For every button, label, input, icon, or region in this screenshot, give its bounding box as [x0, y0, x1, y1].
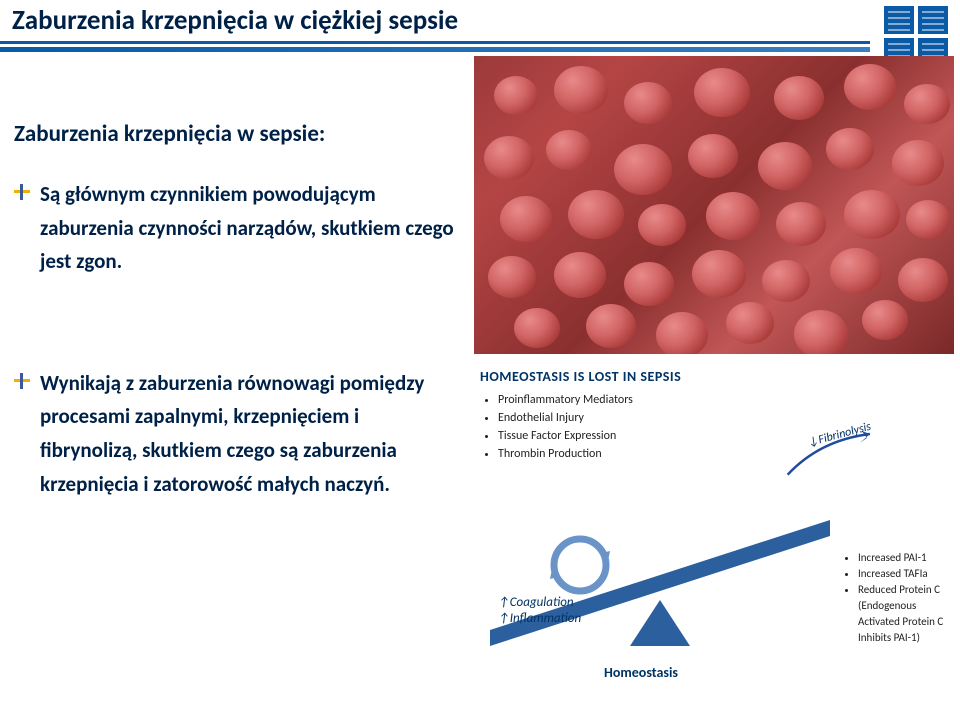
homeostasis-right-list: Increased PAI-1 Increased TAFIa Reduced … [846, 550, 956, 646]
homeostasis-bottom-label: Homeostasis [604, 664, 678, 681]
blood-cell [830, 248, 882, 294]
seesaw-inflammation-label: ↑Inflammation [498, 611, 581, 626]
list-item: Increased TAFIa [858, 566, 956, 582]
blood-cell [906, 200, 950, 239]
blood-cell [844, 64, 896, 110]
blood-cell [624, 262, 674, 306]
blood-cell [546, 130, 592, 170]
plus-bullet-icon [14, 373, 30, 389]
title-bar: Zaburzenia krzepnięcia w ciężkiej sepsie [0, 0, 870, 44]
blood-cell [758, 142, 812, 190]
seesaw-coagulation-label: ↑Coagulation [498, 595, 574, 610]
blood-cell [494, 76, 538, 115]
blood-cell [826, 128, 874, 170]
blood-cell [762, 260, 810, 302]
seesaw-diagram: ↑Coagulation ↑Inflammation [480, 470, 840, 670]
blood-cell [484, 136, 534, 180]
subtitle: Zaburzenia krzepnięcia w sepsie: [14, 120, 454, 148]
bullet-text: Są głównym czynnikiem powodującym zaburz… [40, 178, 454, 279]
blood-cell [688, 134, 738, 178]
title-stripe [0, 47, 870, 52]
bullet-item: Są głównym czynnikiem powodującym zaburz… [14, 178, 454, 279]
blood-cell [898, 258, 948, 302]
blood-cell [656, 312, 708, 354]
left-column: Zaburzenia krzepnięcia w sepsie: Są głów… [14, 120, 454, 529]
plus-bullet-icon [14, 184, 30, 200]
blood-cell [726, 302, 774, 344]
blood-cell [694, 68, 750, 117]
blood-cell [706, 192, 760, 240]
blood-cell [568, 190, 624, 239]
blood-cell [554, 252, 606, 298]
bullet-item: Wynikają z zaburzenia równowagi pomiędzy… [14, 367, 454, 501]
blood-cell [794, 310, 848, 354]
blood-cell [514, 308, 560, 348]
blood-cell [586, 304, 636, 348]
blood-cell [892, 140, 944, 186]
blood-cell [774, 76, 824, 120]
blood-cells-image [474, 56, 954, 354]
bullet-text: Wynikają z zaburzenia równowagi pomiędzy… [40, 367, 454, 501]
blood-cell [624, 82, 672, 124]
blood-cell [776, 202, 826, 246]
blood-cell [500, 196, 552, 242]
blood-cell [554, 66, 608, 114]
page-title: Zaburzenia krzepnięcia w ciężkiej sepsie [0, 4, 458, 37]
blood-cell [488, 256, 536, 298]
blood-cell [904, 84, 950, 124]
blood-cell [844, 190, 900, 239]
blood-cell [638, 204, 686, 246]
blood-cell [692, 250, 746, 298]
list-item: Increased PAI-1 [858, 550, 956, 566]
list-item: Proinflammatory Mediators [498, 391, 954, 409]
homeostasis-panel: HOMEOSTASIS IS LOST IN SEPSIS Proinflamm… [474, 360, 954, 690]
list-item: Reduced Protein C (Endogenous Activated … [858, 582, 956, 646]
homeostasis-title: HOMEOSTASIS IS LOST IN SEPSIS [474, 360, 954, 391]
blood-cell [614, 144, 672, 195]
blood-cell [862, 300, 908, 340]
